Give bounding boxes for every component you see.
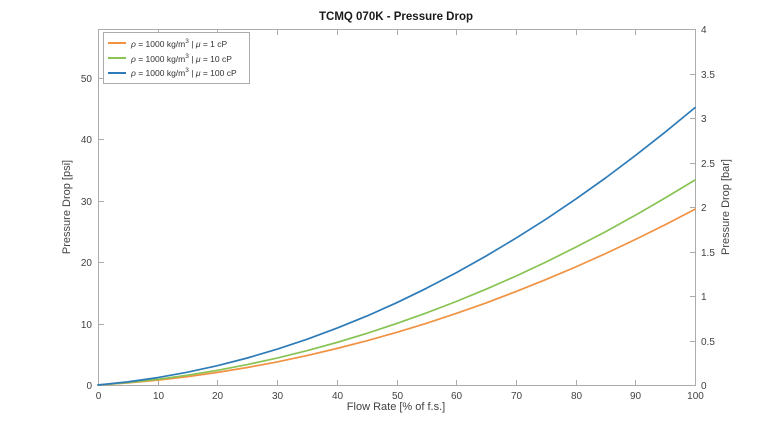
y-tick-label-right: 0.5 (701, 337, 715, 348)
x-tick-label: 90 (630, 391, 642, 402)
y-tick-label-right: 4 (701, 25, 707, 36)
y-tick-label-right: 1.5 (701, 248, 715, 259)
x-tick-label: 50 (392, 391, 404, 402)
y-axis-label-left: Pressure Drop [psi] (61, 159, 73, 255)
x-tick-label: 10 (153, 391, 165, 402)
y-tick-label-left: 0 (86, 381, 92, 392)
y-tick-label-left: 20 (81, 258, 93, 269)
y-tick-label-right: 2 (701, 203, 707, 214)
y-tick-label-right: 0 (701, 381, 707, 392)
y-tick-label-right: 3 (701, 114, 707, 125)
legend-line-swatch (108, 56, 126, 59)
legend-entry-label: ρ = 1000 kg/m3 | μ = 100 cP (131, 67, 237, 79)
x-tick-label: 60 (451, 391, 463, 402)
legend: ρ = 1000 kg/m3 | μ = 1 cP ρ = 1000 kg/m3 … (103, 32, 250, 84)
legend-entry-0: ρ = 1000 kg/m3 | μ = 1 cP (108, 38, 245, 49)
y-tick-label-right: 3.5 (701, 70, 715, 81)
series-curve-0 (97, 208, 696, 386)
legend-line-swatch (108, 42, 126, 45)
y-tick-label-right: 2.5 (701, 159, 715, 170)
legend-entry-label: ρ = 1000 kg/m3 | μ = 1 cP (131, 37, 228, 49)
x-tick-label: 20 (212, 391, 224, 402)
y-tick-label-left: 30 (81, 197, 93, 208)
y-tick-label-right: 1 (701, 292, 707, 303)
series-curve-1 (97, 179, 696, 386)
x-tick-label: 80 (571, 391, 583, 402)
x-tick-label: 0 (96, 391, 102, 402)
y-tick-label-left: 50 (81, 74, 93, 85)
x-tick-label: 70 (511, 391, 523, 402)
legend-entry-2: ρ = 1000 kg/m3 | μ = 100 cP (108, 67, 245, 78)
series-curve-2 (97, 106, 696, 386)
y-tick-label-left: 40 (81, 135, 93, 146)
x-tick-label: 100 (687, 391, 704, 402)
x-tick-label: 40 (332, 391, 344, 402)
x-tick-label: 30 (272, 391, 284, 402)
chart-title: TCMQ 070K - Pressure Drop (318, 11, 474, 23)
axes-box (98, 29, 696, 386)
y-tick-label-left: 10 (81, 320, 93, 331)
y-axis-label-right: Pressure Drop [bar] (720, 159, 732, 255)
legend-entry-1: ρ = 1000 kg/m3 | μ = 10 cP (108, 52, 245, 64)
legend-entry-label: ρ = 1000 kg/m3 | μ = 10 cP (131, 52, 232, 64)
x-axis-label: Flow Rate [% of f.s.] (346, 401, 446, 413)
legend-line-swatch (108, 71, 126, 74)
